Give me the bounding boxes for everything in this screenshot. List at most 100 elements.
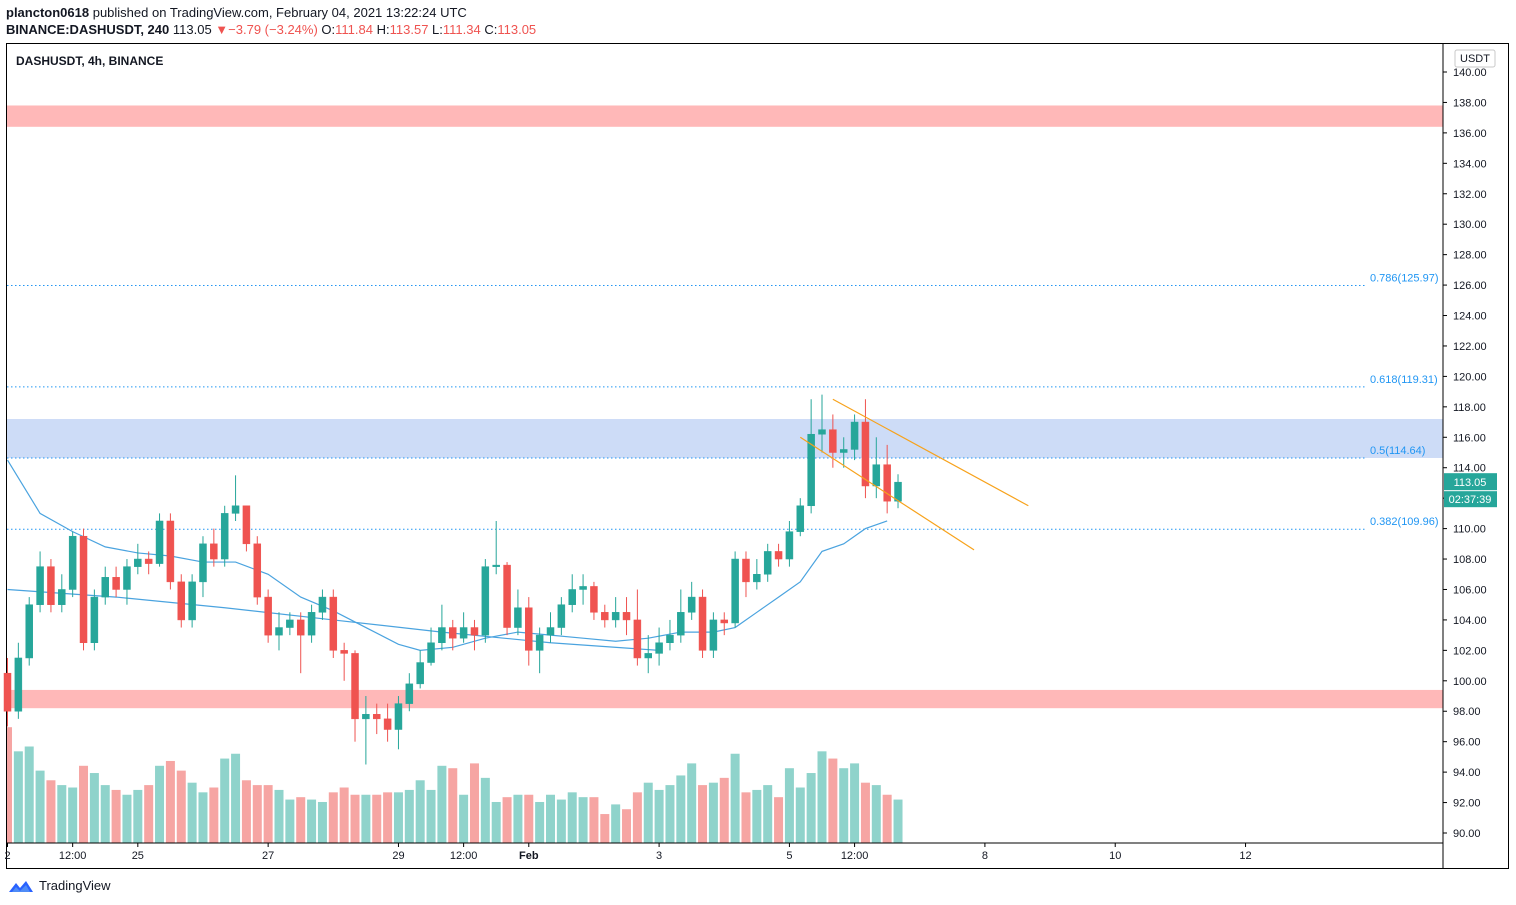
- candle-body: [492, 564, 500, 567]
- volume-bar: [111, 789, 121, 843]
- candle-body: [644, 653, 652, 659]
- y-tick-label: 118.00: [1453, 402, 1486, 414]
- candle-body: [351, 653, 359, 720]
- y-tick-label: 96.00: [1453, 737, 1481, 749]
- y-tick-label: 140.00: [1453, 67, 1487, 79]
- x-tick-label: Feb: [519, 850, 539, 862]
- candle-body: [557, 604, 566, 628]
- y-tick-label: 94.00: [1453, 767, 1481, 779]
- y-tick-label: 138.00: [1453, 97, 1487, 109]
- x-tick-label: 3: [656, 850, 662, 862]
- volume-bar: [122, 794, 132, 843]
- volume-bar: [46, 780, 56, 843]
- volume-bar: [372, 794, 382, 843]
- y-tick-label: 90.00: [1453, 828, 1481, 840]
- volume-bar: [589, 797, 599, 843]
- volume-bar: [480, 777, 490, 843]
- footer: TradingView: [8, 878, 111, 893]
- high-label: H:: [376, 22, 390, 37]
- last-price-badge-bg: [1444, 473, 1497, 491]
- candle-body: [36, 566, 44, 605]
- candle-body: [601, 612, 609, 621]
- y-tick-label: 98.00: [1453, 706, 1481, 718]
- candle-body: [210, 543, 218, 560]
- volume-bar: [860, 782, 870, 843]
- low-label: L:: [432, 22, 443, 37]
- y-tick-label: 116.00: [1453, 432, 1486, 444]
- tradingview-logo-icon: [9, 880, 33, 892]
- channel-line: [799, 436, 975, 551]
- volume-bar: [741, 792, 751, 843]
- volume-bar: [24, 746, 34, 843]
- x-tick-label: 12:00: [450, 850, 478, 862]
- y-tick-label: 100.00: [1453, 676, 1487, 688]
- candle-body: [742, 558, 750, 583]
- footer-brand[interactable]: TradingView: [39, 878, 111, 893]
- volume-bar: [665, 785, 675, 843]
- y-tick-label: 124.00: [1453, 311, 1487, 323]
- zone-support: [7, 689, 1443, 709]
- last-price-badge: 113.05: [1454, 477, 1487, 489]
- volume-bar: [513, 794, 523, 843]
- volume-bar: [7, 727, 12, 843]
- y-tick-label: 106.00: [1453, 584, 1487, 596]
- volume-bar: [415, 780, 425, 843]
- x-tick-label: 10: [1109, 850, 1121, 862]
- volume-bar: [13, 751, 23, 843]
- volume-bar: [426, 789, 436, 843]
- volume-bar: [263, 785, 273, 843]
- volume-bar: [79, 765, 89, 843]
- channel-line: [832, 398, 1029, 507]
- volume-bar: [35, 770, 45, 843]
- zone-supply: [7, 419, 1443, 458]
- publisher-name[interactable]: plancton0618: [6, 5, 90, 20]
- candle-body: [709, 619, 718, 651]
- candle-body: [362, 714, 370, 720]
- candle-body: [307, 612, 316, 636]
- y-tick-label: 102.00: [1453, 645, 1487, 657]
- low-value: 111.34: [442, 22, 481, 37]
- candle-body: [861, 421, 870, 487]
- candle-body: [546, 627, 555, 636]
- volume-bar: [708, 782, 718, 843]
- candle-body: [318, 596, 327, 613]
- candle-body: [611, 612, 620, 621]
- close-label: C:: [484, 22, 498, 37]
- volume-bar: [133, 789, 143, 843]
- volume-bar: [632, 792, 642, 843]
- volume-bar: [600, 814, 610, 843]
- volume-bar: [437, 765, 447, 843]
- candle-body: [698, 596, 707, 651]
- candle-body: [622, 612, 631, 621]
- candle-body: [579, 586, 587, 590]
- volume-bar: [893, 799, 903, 843]
- volume-bar: [296, 797, 306, 843]
- candle-body: [264, 596, 272, 636]
- candle-body: [666, 634, 674, 644]
- volume-bar: [567, 792, 577, 843]
- candle-body: [633, 619, 642, 659]
- y-tick-label: 110.00: [1453, 524, 1486, 536]
- x-tick-label: 8: [982, 850, 988, 862]
- volume-bar: [68, 787, 78, 843]
- candle-body: [839, 449, 848, 453]
- x-tick-label: 29: [392, 850, 404, 862]
- volume-bar: [198, 792, 208, 843]
- x-tick-label: 12:00: [59, 850, 87, 862]
- candle-body: [372, 714, 381, 720]
- candle-body: [850, 421, 859, 450]
- volume-bar: [502, 797, 512, 843]
- volume-bar: [404, 789, 414, 843]
- candle-body: [242, 505, 251, 545]
- candle-body: [231, 505, 240, 514]
- candle-body: [720, 619, 729, 624]
- volume-bar: [459, 794, 469, 843]
- volume-bar: [176, 770, 186, 843]
- candle-body: [590, 586, 598, 613]
- volume-bar: [654, 789, 664, 843]
- volume-bar: [361, 794, 371, 843]
- x-tick-label: 25: [132, 850, 144, 862]
- candle-body: [134, 558, 142, 567]
- y-tick-label: 126.00: [1453, 280, 1487, 292]
